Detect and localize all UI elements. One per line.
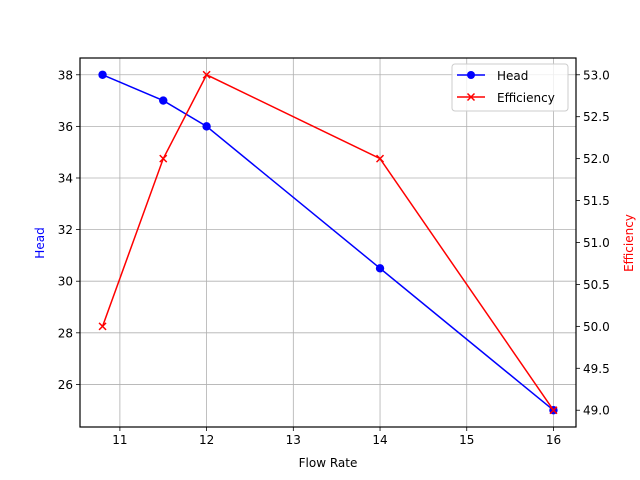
- plot-frame: [79, 57, 577, 428]
- y-tick-label: 30: [58, 275, 73, 289]
- legend-label-head: Head: [497, 69, 528, 83]
- y2-tick-label: 52.0: [583, 152, 610, 166]
- legend-item-head: Head: [457, 69, 528, 83]
- series-line: [102, 74, 554, 411]
- x-marker-icon: [202, 70, 211, 79]
- x-marker-icon: [466, 92, 476, 102]
- y-axis-left-label: Head: [33, 227, 47, 258]
- y-tick-label: 36: [58, 120, 73, 134]
- x-marker-icon: [549, 406, 558, 415]
- y2-tick-label: 50.0: [583, 320, 610, 334]
- legend-item-efficiency: Efficiency: [457, 91, 555, 105]
- y-tick-label: 34: [58, 171, 73, 185]
- series-head: [98, 70, 558, 415]
- x-axis-label: Flow Rate: [299, 456, 358, 470]
- series-efficiency: [98, 70, 558, 415]
- circle-marker-icon: [467, 71, 475, 79]
- x-marker-icon: [375, 154, 385, 163]
- legend-label-efficiency: Efficiency: [497, 91, 555, 105]
- circle-marker-icon: [159, 96, 168, 105]
- y2-tick-label: 53.0: [583, 68, 610, 82]
- y-axis-left-ticks: 26 28 30 32 34 36 38: [58, 68, 80, 392]
- y-tick-label: 38: [58, 68, 73, 82]
- y2-tick-label: 51.5: [583, 194, 610, 208]
- legend: Head Efficiency: [451, 63, 569, 112]
- x-tick-label: 14: [372, 433, 387, 447]
- grid-lines: [80, 58, 576, 427]
- x-tick-label: 13: [286, 433, 301, 447]
- x-marker-icon: [98, 322, 107, 331]
- x-tick-label: 12: [199, 433, 214, 447]
- circle-marker-icon: [98, 70, 107, 79]
- y2-tick-label: 50.5: [583, 278, 610, 292]
- y-axis-right-ticks: 49.0 49.5 50.0 50.5 51.0 51.5 52.0 52.5 53.0: [576, 68, 610, 418]
- y2-tick-label: 49.0: [583, 404, 610, 418]
- x-tick-label: 15: [459, 433, 474, 447]
- y-axis-right-label: Efficiency: [622, 214, 636, 272]
- y2-tick-label: 52.5: [583, 110, 610, 124]
- circle-marker-icon: [375, 264, 385, 273]
- y2-tick-label: 49.5: [583, 362, 610, 376]
- y-tick-label: 32: [58, 223, 73, 237]
- x-marker-icon: [159, 154, 168, 163]
- y2-tick-label: 51.0: [583, 236, 610, 250]
- x-tick-label: 11: [112, 433, 127, 447]
- y-tick-label: 28: [58, 326, 73, 340]
- circle-marker-icon: [202, 122, 211, 131]
- series-layer: [98, 70, 558, 415]
- x-axis-ticks: 11 12 13 14 15 16: [112, 427, 561, 447]
- y-tick-label: 26: [58, 378, 73, 392]
- x-tick-label: 16: [546, 433, 561, 447]
- series-line: [101, 73, 555, 411]
